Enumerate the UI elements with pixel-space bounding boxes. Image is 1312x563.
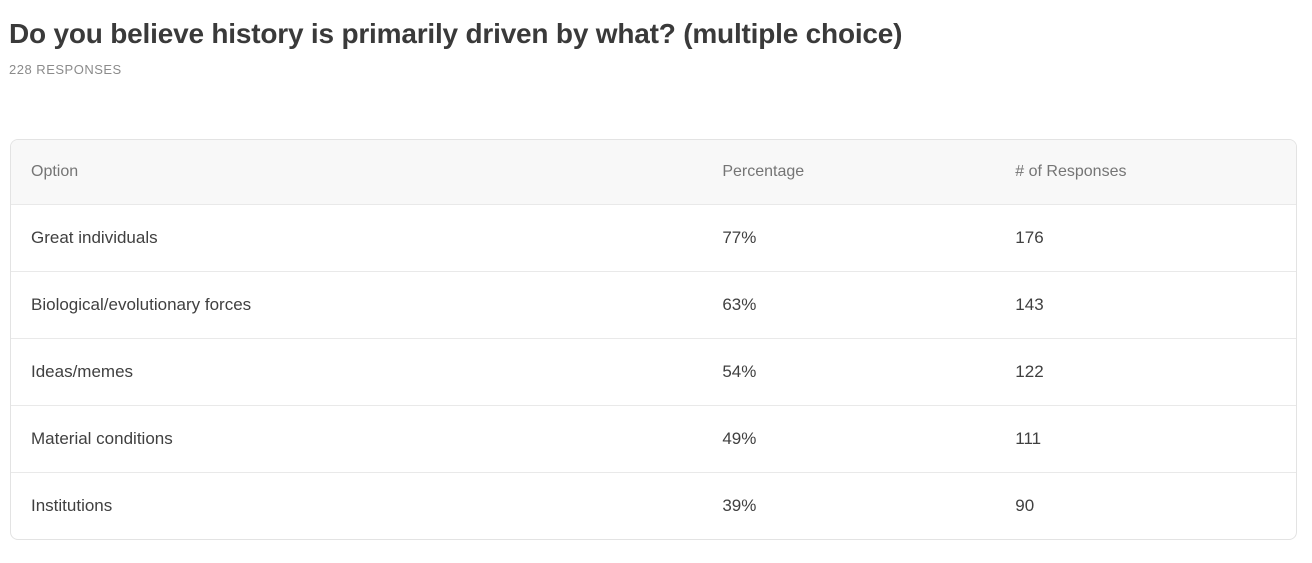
cell-percentage: 63%: [722, 295, 757, 314]
cell-responses: 111: [1015, 429, 1042, 448]
cell-responses: 90: [1015, 496, 1035, 515]
page-header: Do you believe history is primarily driv…: [0, 0, 1312, 78]
cell-option: Biological/evolutionary forces: [31, 295, 252, 314]
column-header-percentage: Percentage: [722, 163, 805, 180]
results-table: Option Percentage # of Responses Great i…: [10, 139, 1297, 540]
table-row: Biological/evolutionary forces 63% 143: [11, 271, 1296, 338]
cell-responses: 143: [1015, 295, 1044, 314]
table-row: Great individuals 77% 176: [11, 204, 1296, 271]
cell-option: Ideas/memes: [31, 362, 134, 381]
table-row: Ideas/memes 54% 122: [11, 338, 1296, 405]
cell-responses: 176: [1015, 228, 1044, 247]
cell-percentage: 39%: [722, 496, 757, 515]
column-header-option: Option: [31, 163, 79, 180]
table-row: Material conditions 49% 111: [11, 405, 1296, 472]
cell-option: Material conditions: [31, 429, 173, 448]
cell-option: Great individuals: [31, 228, 158, 247]
cell-option: Institutions: [31, 496, 113, 515]
cell-percentage: 49%: [722, 429, 757, 448]
responses-count: 228 RESPONSES: [9, 62, 122, 77]
column-header-responses: # of Responses: [1015, 163, 1127, 180]
page-title: Do you believe history is primarily driv…: [9, 18, 903, 49]
table-header-row: Option Percentage # of Responses: [11, 140, 1296, 204]
cell-responses: 122: [1015, 362, 1044, 381]
table-row: Institutions 39% 90: [11, 472, 1296, 539]
cell-percentage: 77%: [722, 228, 757, 247]
cell-percentage: 54%: [722, 362, 757, 381]
